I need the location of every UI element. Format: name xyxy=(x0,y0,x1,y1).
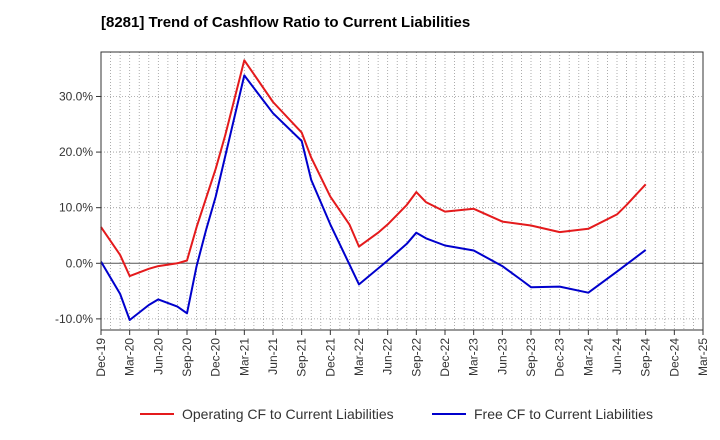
plot-border xyxy=(100,51,704,331)
x-tick-label: Jun-21 xyxy=(266,338,280,375)
axis-layer: -10.0% 0.0% 10.0% 20.0% 30.0% Dec-19 Mar-20 Jun… xyxy=(55,89,710,376)
x-tick-label: Sep-22 xyxy=(409,338,423,377)
series-line xyxy=(100,74,647,321)
x-tick-label: Dec-19 xyxy=(94,338,108,377)
y-tick-label: 10.0% xyxy=(59,201,93,215)
legend: Operating CF to Current Liabilities Free … xyxy=(140,406,653,422)
chart-title: [8281] Trend of Cashflow Ratio to Curren… xyxy=(101,14,471,31)
x-tick-label: Sep-23 xyxy=(524,338,538,377)
y-tick-label: 0.0% xyxy=(66,256,94,270)
legend-label: Operating CF to Current Liabilities xyxy=(182,406,394,422)
y-tick-label: 20.0% xyxy=(59,145,93,159)
x-tick-label: Dec-23 xyxy=(553,338,567,377)
x-tick-label: Mar-21 xyxy=(237,338,251,376)
series-line xyxy=(100,59,647,278)
x-tick-label: Mar-25 xyxy=(696,338,710,376)
x-tick-label: Dec-22 xyxy=(438,338,452,377)
series-layer xyxy=(100,59,647,321)
x-tick-label: Jun-24 xyxy=(610,338,624,375)
y-tick-label: -10.0% xyxy=(55,312,93,326)
x-tick-label: Dec-24 xyxy=(667,338,681,377)
y-tick-label: 30.0% xyxy=(59,89,93,103)
legend-label: Free CF to Current Liabilities xyxy=(474,406,653,422)
x-tick-label: Dec-21 xyxy=(323,338,337,377)
x-tick-label: Sep-20 xyxy=(180,338,194,377)
x-tick-label: Jun-20 xyxy=(151,338,165,375)
x-tick-label: Mar-24 xyxy=(581,338,595,376)
x-tick-label: Mar-23 xyxy=(467,338,481,376)
x-tick-label: Jun-22 xyxy=(381,338,395,375)
x-tick-label: Sep-24 xyxy=(639,338,653,377)
x-tick-label: Dec-20 xyxy=(209,338,223,377)
x-tick-label: Jun-23 xyxy=(495,338,509,375)
plot-area xyxy=(101,52,703,330)
x-tick-label: Sep-21 xyxy=(295,338,309,377)
x-tick-label: Mar-22 xyxy=(352,338,366,376)
x-tick-label: Mar-20 xyxy=(123,338,137,376)
